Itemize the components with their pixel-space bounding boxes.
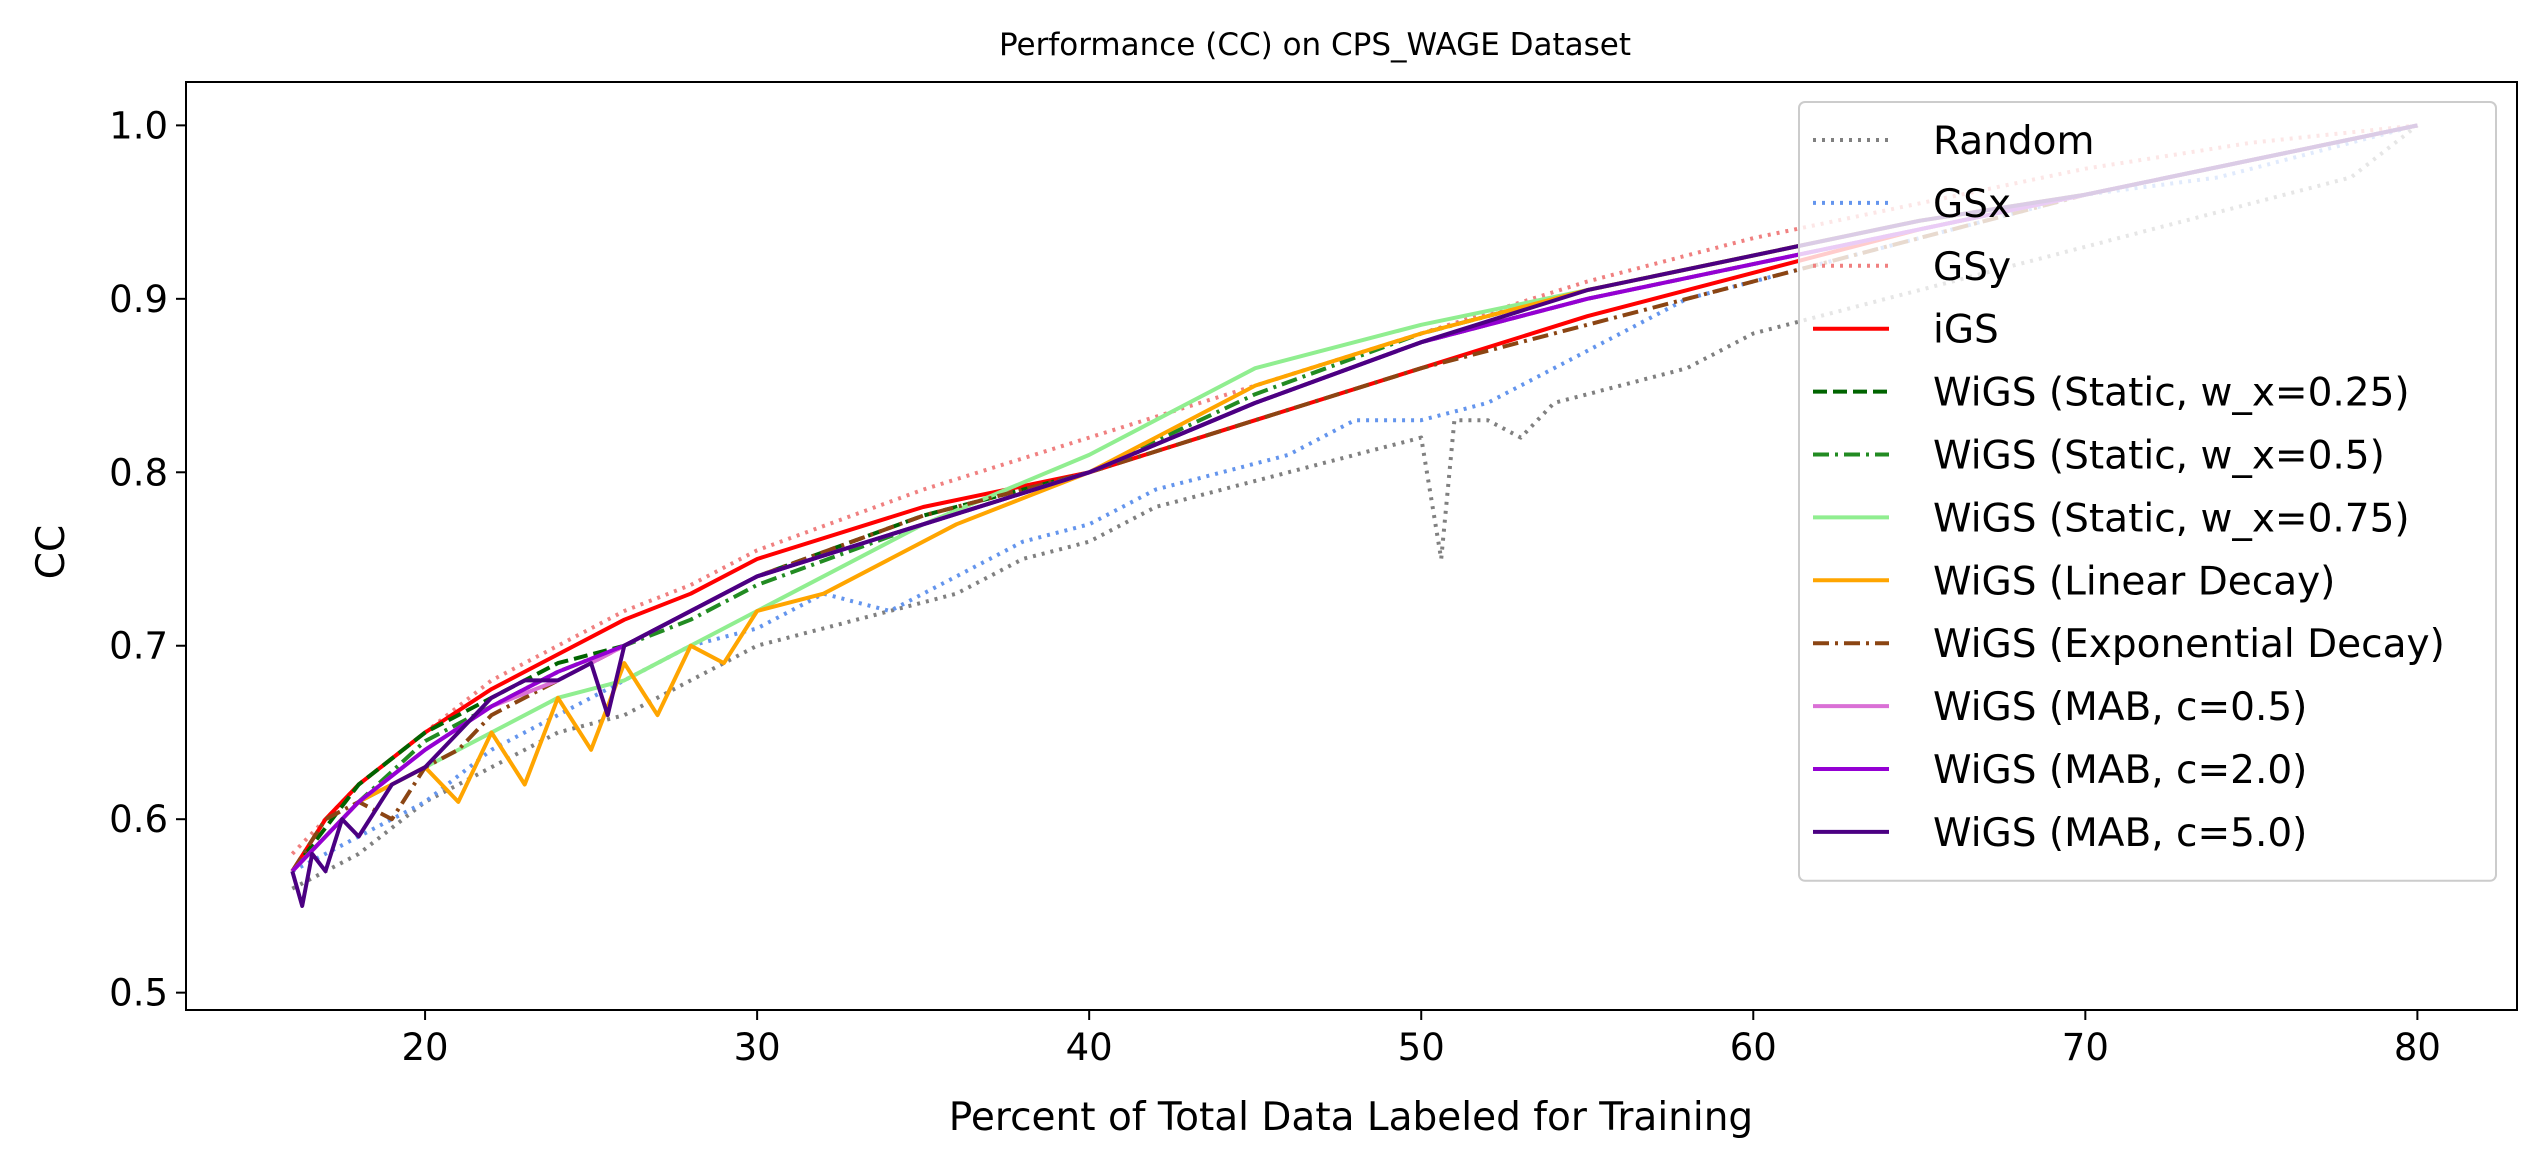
y-axis-label: CC (29, 525, 74, 579)
legend-box (1798, 101, 2497, 882)
legend-entry: GSx (1933, 182, 2011, 227)
x-tick-label: 30 (734, 1026, 781, 1069)
y-tick-label: 0.7 (109, 625, 168, 668)
x-tick-label: 40 (1066, 1026, 1113, 1069)
legend-entry: WiGS (Static, w_x=0.25) (1933, 371, 2410, 416)
series-line-11 (290, 123, 2418, 908)
y-axis: 0.5 0.6 0.7 0.8 0.9 1.0 (109, 104, 186, 1015)
legend-entry: WiGS (Linear Decay) (1933, 559, 2335, 604)
x-tick-label: 80 (2394, 1026, 2441, 1069)
series-line-0 (291, 123, 2419, 891)
y-tick-label: 0.9 (109, 278, 168, 321)
legend-entry: WiGS (MAB, c=0.5) (1933, 685, 2307, 730)
y-tick-label: 1.0 (109, 104, 168, 147)
legend-entry: WiGS (Static, w_x=0.5) (1933, 434, 2385, 479)
legend: Random GSx GSy iGS WiGS (Static, w_x=0.25) Wi… (1798, 101, 2497, 882)
legend-entry: iGS (1933, 308, 1999, 353)
x-tick-label: 50 (1398, 1026, 1445, 1069)
legend-entry: WiGS (Exponential Decay) (1933, 622, 2445, 667)
x-axis-label: Percent of Total Data Labeled for Traini… (949, 1095, 1753, 1140)
legend-entry: WiGS (MAB, c=5.0) (1933, 811, 2307, 856)
plot-frame (185, 81, 2518, 1011)
x-tick-label: 60 (1730, 1026, 1777, 1069)
y-tick-label: 0.5 (109, 972, 168, 1015)
x-tick-label: 20 (402, 1026, 449, 1069)
legend-entry: WiGS (MAB, c=2.0) (1933, 748, 2307, 793)
x-axis: 20 30 40 50 60 70 80 (402, 1010, 2441, 1069)
legend-entry: GSy (1933, 245, 2011, 290)
legend-entry: WiGS (Static, w_x=0.75) (1933, 496, 2410, 541)
legend-entry: Random (1933, 119, 2094, 164)
y-tick-label: 0.6 (109, 798, 168, 841)
chart-title: Performance (CC) on CPS_WAGE Dataset (999, 27, 1631, 63)
y-tick-label: 0.8 (109, 451, 168, 494)
x-tick-label: 70 (2062, 1026, 2109, 1069)
